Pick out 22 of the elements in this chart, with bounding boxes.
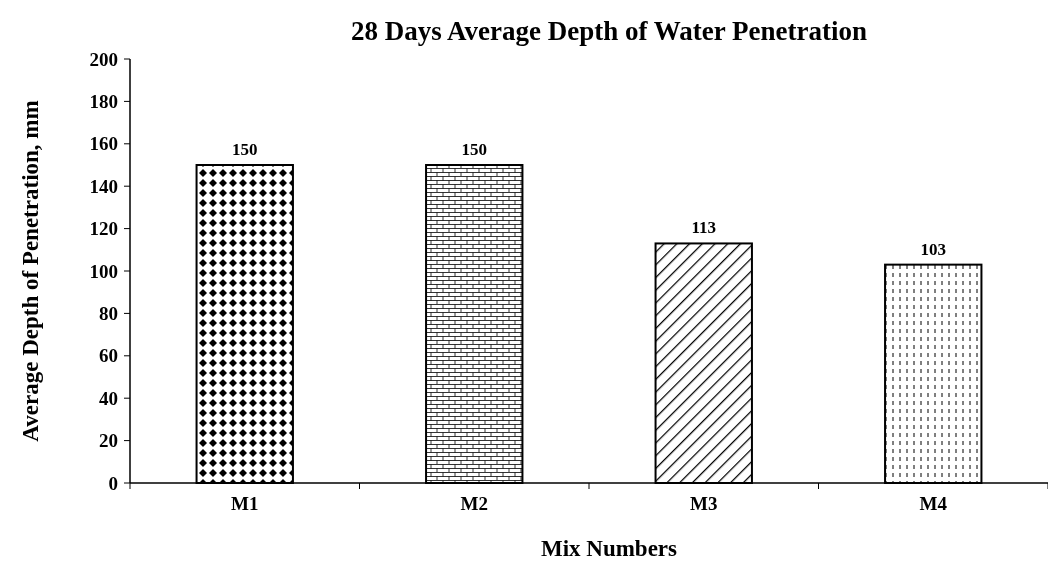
data-label: 113: [691, 218, 717, 238]
x-tick-label: M3: [690, 493, 718, 514]
y-tick-label: 200: [89, 48, 118, 70]
x-tick-label: M1: [231, 493, 259, 514]
y-tick-label: 0: [108, 472, 118, 494]
y-tick-label: 140: [89, 175, 118, 197]
x-axis-title: Mix Numbers: [540, 536, 678, 561]
data-label: 103: [920, 239, 946, 259]
y-tick-label: 180: [89, 91, 118, 113]
x-tick-label: M2: [460, 493, 488, 514]
x-tick-label: M4: [919, 493, 948, 514]
y-tick-label: 160: [89, 133, 118, 155]
y-tick-label: 40: [99, 387, 118, 409]
y-tick-label: 120: [89, 218, 118, 240]
y-axis-title: Average Depth of Penetration, mm: [18, 100, 43, 442]
chart-title: 28 Days Average Depth of Water Penetration: [351, 16, 867, 46]
y-tick-label: 60: [99, 345, 118, 367]
y-tick-label: 20: [99, 430, 118, 452]
y-tick-label: 100: [89, 260, 118, 282]
y-tick-label: 80: [99, 303, 118, 325]
data-label: 150: [232, 140, 258, 159]
data-label: 150: [461, 140, 487, 159]
